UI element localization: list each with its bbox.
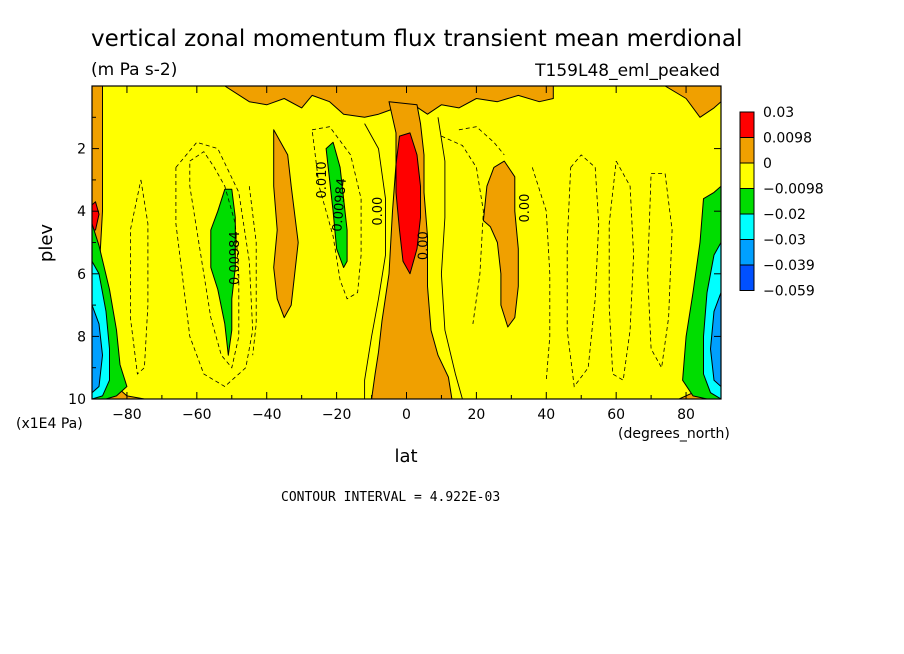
y-axis-ticks: 2 4 6 8 10: [68, 116, 721, 408]
x-tick-label--20: −20: [322, 407, 352, 423]
colorbar-swatch-3: [739, 188, 755, 215]
y-tick-label-4: 4: [77, 204, 86, 220]
positive-contours: [364, 117, 463, 399]
dashed-contour-6: [566, 154, 600, 388]
dashed-contour-1: [175, 141, 254, 387]
contour-region-17: [92, 304, 103, 394]
contour-label-4: 0.00: [416, 231, 431, 260]
dashed-contour-0: [189, 151, 240, 369]
contour-interval-text: CONTOUR INTERVAL = 4.922E-03: [281, 490, 500, 505]
dataset-label: T159L48_eml_peaked: [534, 61, 720, 81]
x-tick-label-60: 60: [607, 407, 625, 423]
colorbar-swatch-0: [739, 111, 755, 138]
colorbar: 0.03 0.0098 0 −0.0098 −0.02 −0.03 −0.039 −0.059: [739, 105, 824, 300]
colorbar-label-2: 0: [763, 156, 772, 172]
colorbar-label-7: −0.059: [763, 284, 815, 300]
colorbar-swatch-4: [739, 213, 755, 240]
x-axis-ticks: −80 −60 −40 −20 0 20 40 60 80: [91, 86, 722, 423]
x-tick-label-80: 80: [677, 407, 695, 423]
contour-region-9: [92, 201, 100, 231]
solid-contour-0: [364, 123, 386, 399]
x-tick-label-40: 40: [537, 407, 555, 423]
units-label: (m Pa s-2): [91, 60, 177, 80]
x-tick-label--80: −80: [112, 407, 142, 423]
contour-region-8: [395, 132, 421, 275]
x-tick-label--60: −60: [182, 407, 212, 423]
colorbar-swatch-2: [739, 162, 755, 189]
x-tick-label-0: 0: [402, 407, 411, 423]
negative-contours: [129, 126, 673, 388]
colorbar-label-0: 0.03: [763, 105, 794, 121]
y-tick-label-6: 6: [77, 267, 86, 283]
contour-region-3: [273, 129, 299, 319]
y-units-label: (x1E4 Pa): [16, 416, 83, 432]
y-tick-label-8: 8: [77, 329, 86, 345]
contour-region-5: [482, 160, 519, 328]
dashed-contour-9: [458, 126, 505, 156]
x-tick-label--40: −40: [252, 407, 282, 423]
colorbar-label-5: −0.03: [763, 233, 806, 249]
dashed-contour-7: [608, 160, 635, 381]
contour-label-2: 0.010: [315, 161, 330, 198]
dashed-contour-3: [129, 179, 149, 375]
colorbar-label-3: −0.0098: [763, 182, 824, 198]
y-tick-label-2: 2: [77, 142, 86, 158]
solid-contour-1: [437, 117, 463, 399]
contour-label-3: 0.00: [371, 197, 386, 226]
x-axis-label: lat: [394, 446, 417, 467]
colorbar-swatch-5: [739, 239, 755, 266]
contour-label-0: 0.00984: [228, 231, 243, 285]
dashed-contour-2: [311, 126, 362, 300]
filled-regions: [92, 86, 721, 399]
contour-region-2: [664, 86, 721, 118]
contour-region-11: [210, 188, 236, 356]
colorbar-label-1: 0.0098: [763, 131, 812, 147]
dashed-contour-10: [441, 135, 484, 324]
chart-title: vertical zonal momentum flux transient m…: [91, 26, 742, 52]
contour-region-18: [710, 292, 721, 387]
x-units-label: (degrees_north): [618, 426, 730, 442]
x-tick-label-20: 20: [467, 407, 485, 423]
contour-region-12: [325, 141, 348, 268]
dashed-contour-8: [647, 173, 673, 369]
contour-label-1: 0.00984: [330, 178, 350, 233]
contour-label-5: 0.00: [518, 194, 533, 223]
dashed-contour-4: [248, 186, 257, 356]
colorbar-label-4: −0.02: [763, 207, 806, 223]
dashed-contour-5: [531, 167, 551, 381]
colorbar-label-6: −0.039: [763, 258, 815, 274]
y-axis-label: plev: [36, 224, 57, 263]
colorbar-swatch-1: [739, 137, 755, 164]
y-tick-label-10: 10: [68, 392, 86, 408]
colorbar-swatch-6: [739, 264, 755, 291]
